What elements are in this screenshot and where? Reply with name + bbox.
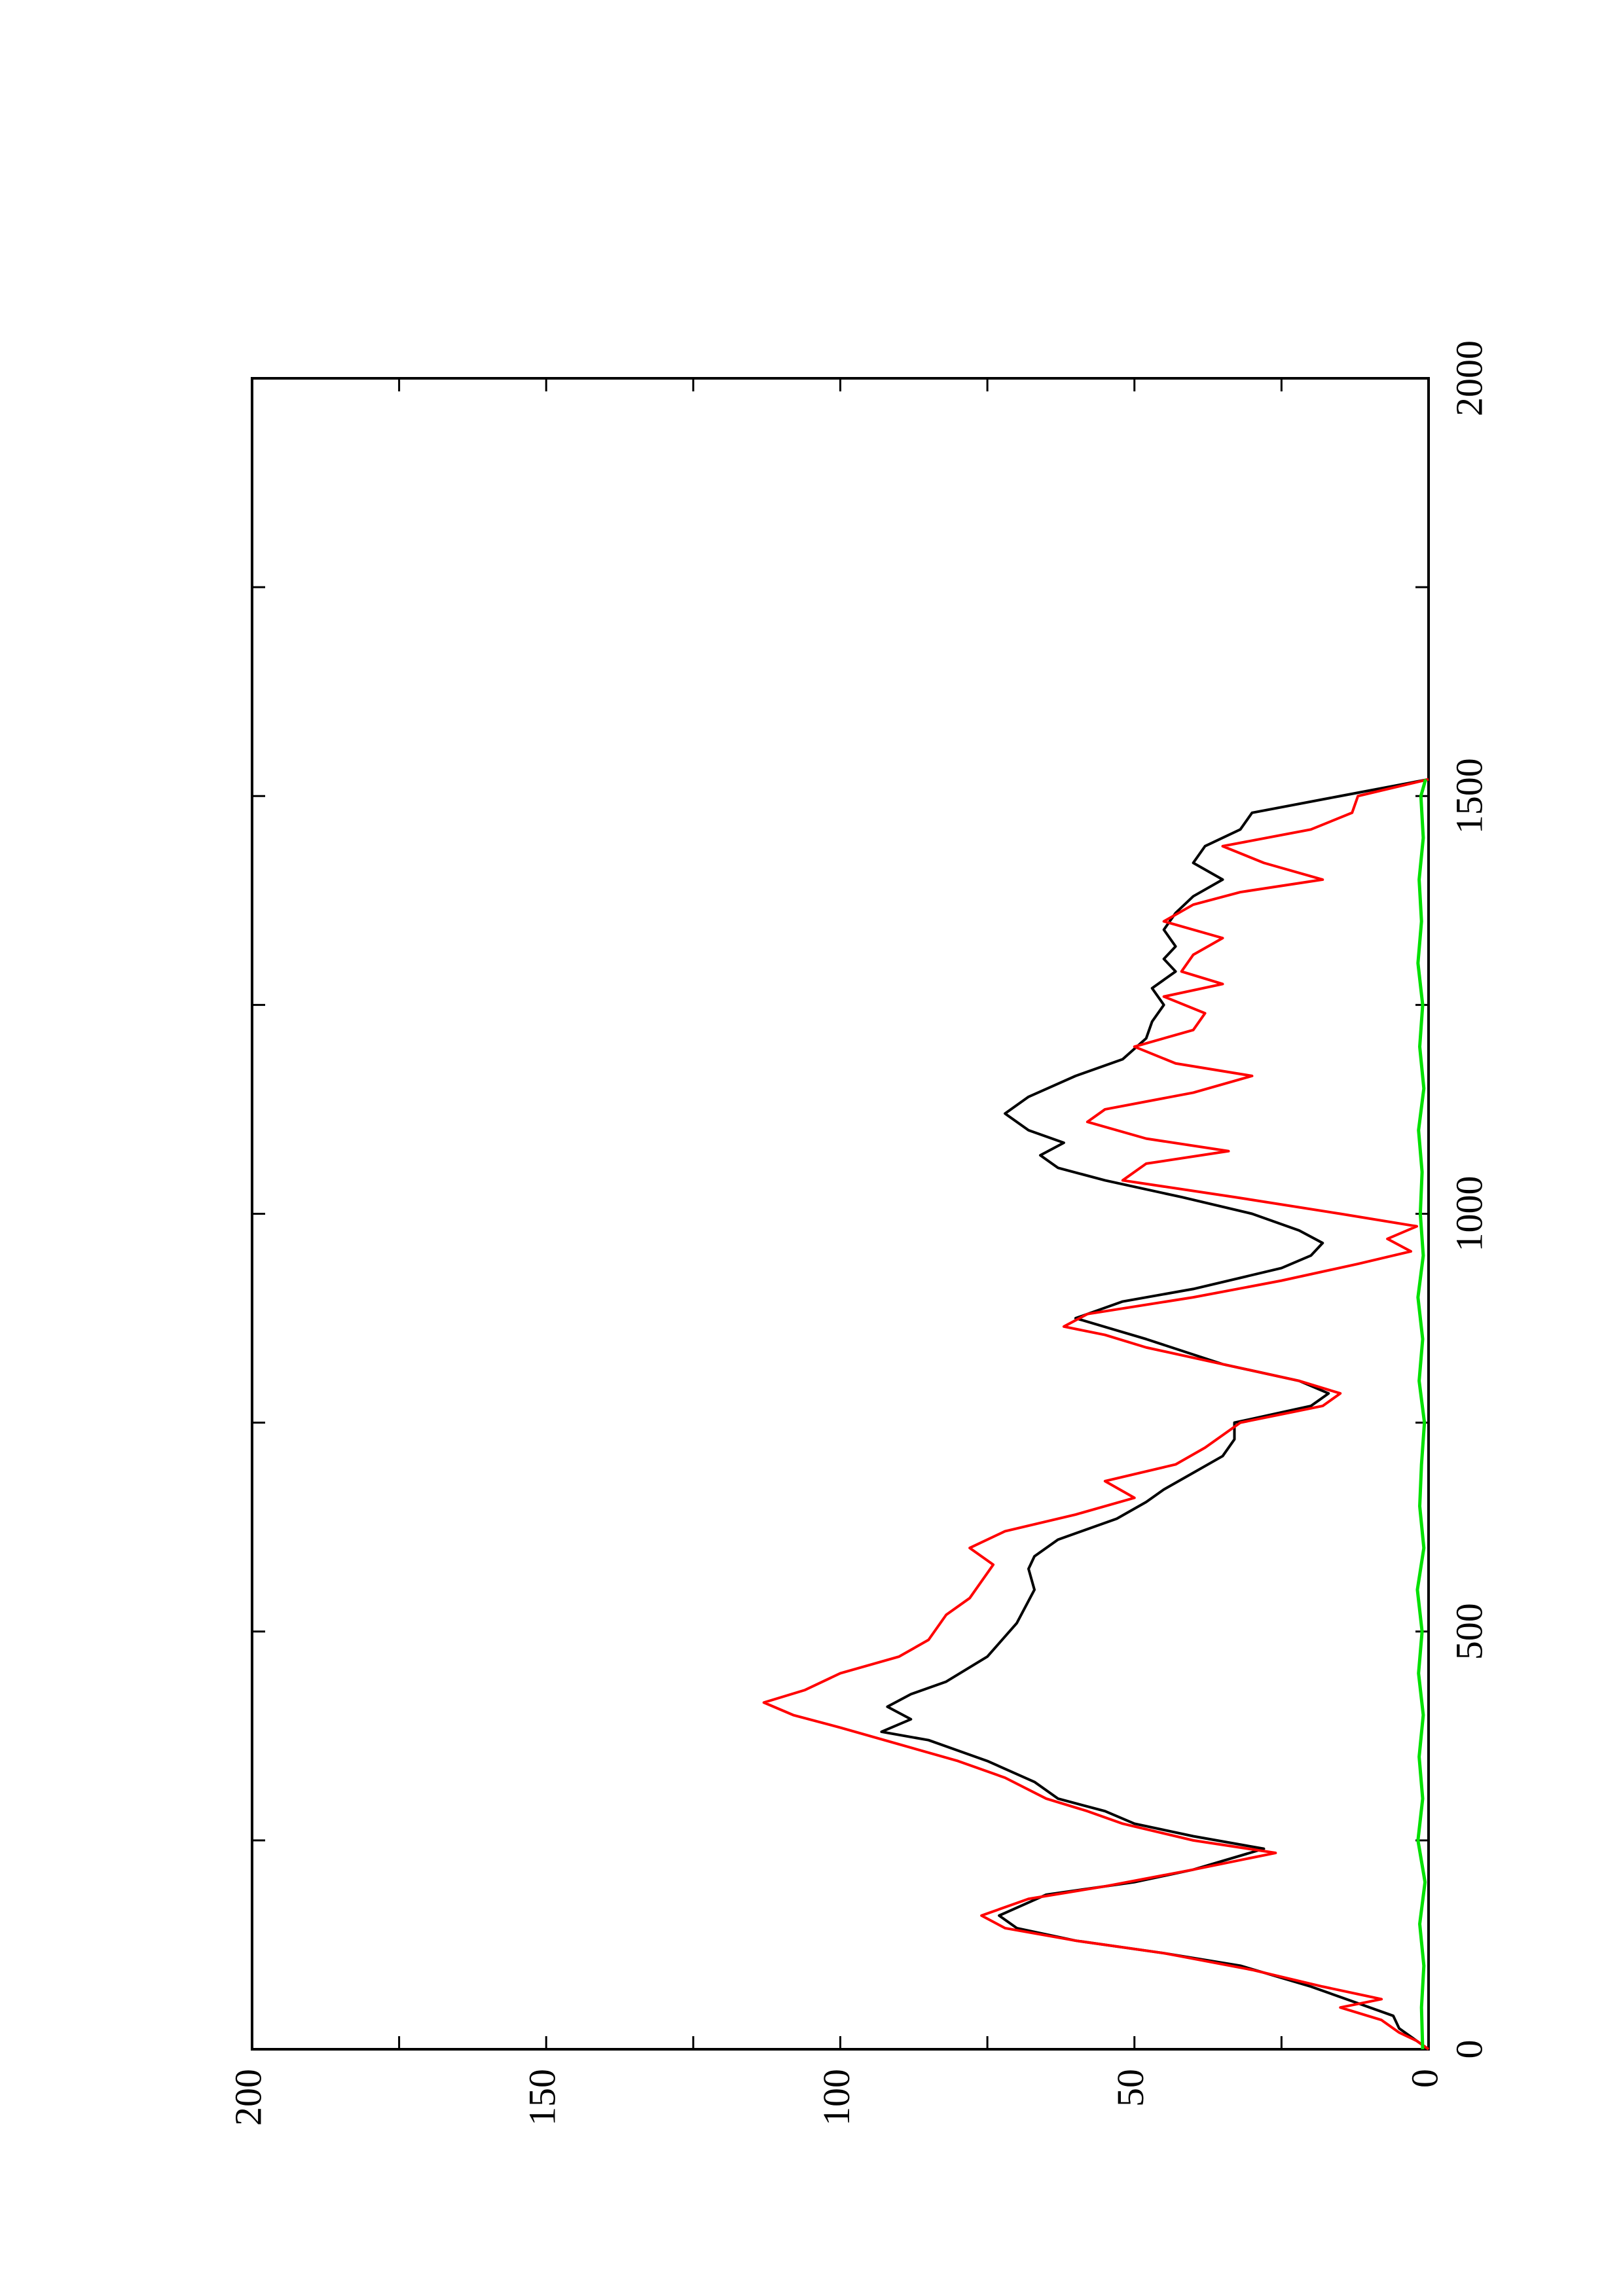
- x-tick-label: 0: [1448, 2040, 1491, 2059]
- x-tick-label: 1000: [1448, 1176, 1491, 1252]
- y-tick-label: 0: [1403, 2069, 1446, 2088]
- series-line: [762, 778, 1430, 2051]
- y-tick-label: 50: [1109, 2069, 1152, 2107]
- y-tick-label: 150: [521, 2069, 564, 2126]
- tick-labels: 0 500 1000 1500 2000 0 50 100 150 200: [227, 340, 1490, 2126]
- y-tick-label: 100: [815, 2069, 858, 2126]
- x-tick-label: 1500: [1448, 758, 1491, 834]
- series-line: [880, 778, 1430, 2051]
- y-tick-label: 200: [227, 2069, 269, 2126]
- x-tick-label: 500: [1448, 1603, 1491, 1660]
- x-tick-label: 2000: [1448, 340, 1491, 416]
- series-lines: [762, 778, 1430, 2051]
- series-line: [1415, 779, 1427, 2050]
